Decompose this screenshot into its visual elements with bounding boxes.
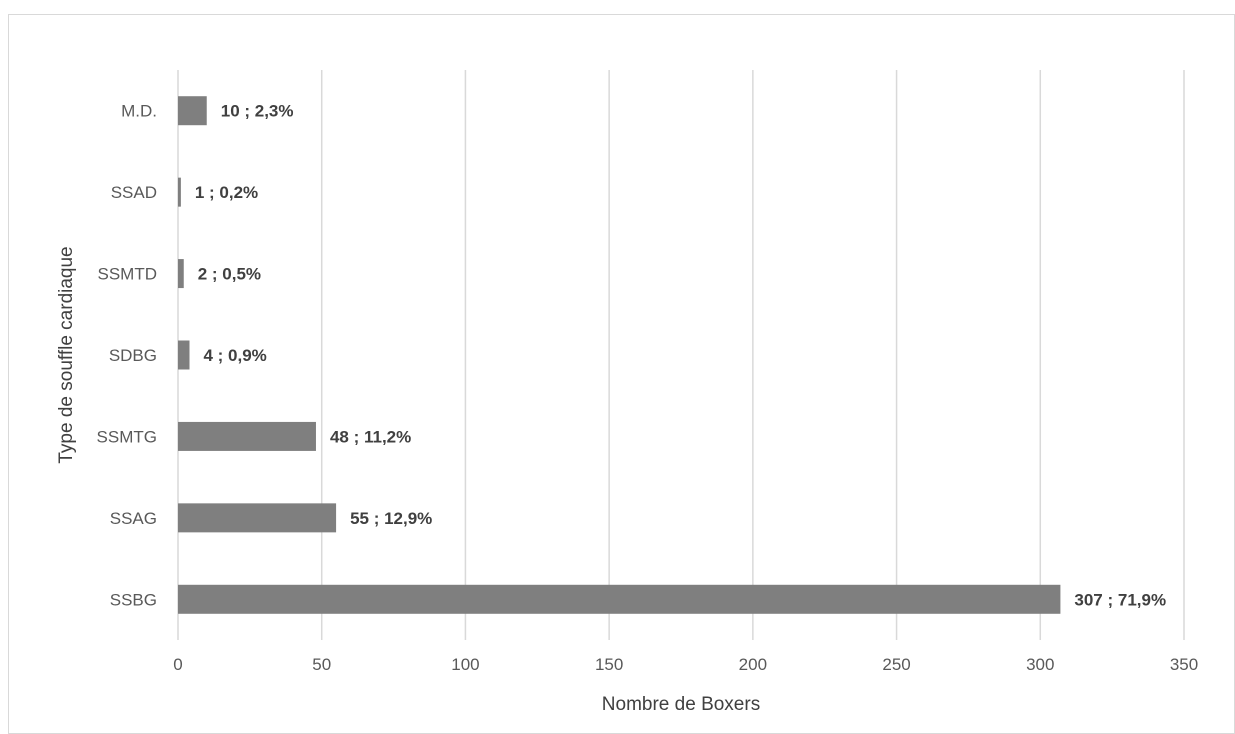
category-labels: M.D. SSAD SSMTD SDBG SSMTG SSAG SSBG [97,102,157,610]
x-tick-label: 100 [451,655,479,674]
category-label: SSMTG [97,427,157,446]
data-label: 307 ; 71,9% [1074,590,1166,609]
category-label: SSMTD [98,265,158,284]
x-tick-label: 350 [1170,655,1198,674]
data-label: 2 ; 0,5% [198,265,261,284]
x-tick-label: 300 [1026,655,1054,674]
data-label: 48 ; 11,2% [330,427,411,446]
y-axis-title: Type de souffle cardiaque [56,246,77,463]
x-tick-label: 250 [882,655,910,674]
bar [178,421,316,451]
category-label: M.D. [121,102,157,121]
category-label: SDBG [109,346,157,365]
data-labels: 10 ; 2,3% 1 ; 0,2% 2 ; 0,5% 4 ; 0,9% 48 ; 11… [195,102,1166,610]
data-label: 1 ; 0,2% [195,183,258,202]
bar [178,96,207,126]
x-tick-label: 50 [312,655,331,674]
x-tick-label: 0 [173,655,182,674]
gridlines [177,70,1185,640]
x-tick-labels: 0 50 100 150 200 250 300 350 [173,655,1198,674]
bar [178,177,181,207]
bar [178,259,184,289]
x-axis-title: Nombre de Boxers [602,694,760,715]
bar [178,503,337,533]
data-label: 55 ; 12,9% [350,509,432,528]
bars [178,96,1061,614]
x-tick-label: 200 [739,655,767,674]
chart-frame [8,14,1235,734]
category-label: SSAD [111,183,157,202]
data-label: 4 ; 0,9% [203,346,266,365]
bar [178,340,190,370]
x-tick-label: 150 [595,655,623,674]
bar [178,584,1061,614]
category-label: SSBG [110,590,157,609]
category-label: SSAG [110,509,157,528]
data-label: 10 ; 2,3% [221,102,294,121]
